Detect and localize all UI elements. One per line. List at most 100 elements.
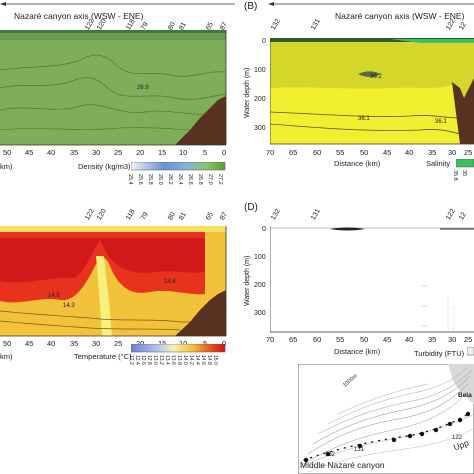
colorbar-tick-label: 27.0 <box>207 174 213 185</box>
x-tick-label: 60 <box>313 148 322 157</box>
x-tick-label: 70 <box>266 148 275 157</box>
x-tick-label: 40 <box>47 148 56 157</box>
canyon-map <box>298 364 474 474</box>
panel-c-x-unit: km) <box>0 352 13 361</box>
panel-d-colorbar-title: Turbidity (FTU) <box>414 349 465 358</box>
panel-d-section-plot <box>270 226 474 333</box>
station-label: 120 <box>96 207 108 222</box>
x-tick-label: 10 <box>179 148 188 157</box>
colorbar-tick-label: 26.0 <box>157 174 163 185</box>
x-tick-label: 60 <box>313 335 322 344</box>
station-label: 122 <box>84 207 96 222</box>
panel-c-contour-label: 14.8 <box>48 293 60 299</box>
y-tick-label: 0 <box>262 38 266 45</box>
panel-a-colorbar-title: Density (kg/m3) <box>78 162 131 171</box>
station-label: 132 <box>270 207 282 222</box>
x-tick-label: 55 <box>336 335 345 344</box>
station-label: 132 <box>270 17 282 32</box>
panel-a-contour-label: 26.9 <box>137 85 149 91</box>
x-tick-label: 35 <box>428 335 437 344</box>
colorbar-tick-label: 35 <box>461 170 467 177</box>
panel-a-x-unit: km) <box>0 162 13 171</box>
x-tick-label: 45 <box>383 148 392 157</box>
x-tick-label: 45 <box>25 148 34 157</box>
x-tick-label: 65 <box>289 148 298 157</box>
x-tick-label: 50 <box>3 148 12 157</box>
x-tick-label: 50 <box>360 335 369 344</box>
colorbar-tick-label: 26.6 <box>187 174 193 185</box>
x-tick-label: 15 <box>158 339 167 348</box>
x-tick-label: 35 <box>70 148 79 157</box>
station-label: 65 <box>205 211 215 222</box>
x-tick-label: 40 <box>405 148 414 157</box>
panel-c-contour-label: 14.3 <box>63 303 75 309</box>
x-tick-label: 30 <box>92 148 101 157</box>
panel-a-section-plot <box>0 30 227 146</box>
x-tick-label: 15 <box>158 148 167 157</box>
colorbar-tick-label: 25.4 <box>127 174 133 185</box>
station-label: 80 <box>167 211 177 222</box>
x-tick-label: 55 <box>336 148 345 157</box>
panel-a-axis-title: Nazaré canyon axis (WSW - ENE) <box>14 11 144 21</box>
map-station-label: 132 <box>325 452 336 458</box>
x-tick-label: 25 <box>464 335 473 344</box>
y-tick-label: 200 <box>254 96 266 103</box>
y-tick-label: 300 <box>254 310 266 317</box>
panel-b-contour-label: 36.2 <box>370 74 382 80</box>
colorbar-tick-label: 25.6 <box>137 174 143 185</box>
colorbar-tick-label: 26.2 <box>167 174 173 185</box>
x-tick-label: 25 <box>114 148 123 157</box>
x-tick-label: 5 <box>203 148 208 157</box>
x-tick-label: 20 <box>136 339 145 348</box>
panel-b-colorbar-title: Salinity <box>426 159 451 168</box>
y-tick-label: 300 <box>254 125 266 132</box>
panel-b-contour-label: 36.1 <box>435 119 447 125</box>
x-tick-label: 40 <box>405 335 414 344</box>
panel-d-x-label: Distance (km) <box>334 347 381 356</box>
panel-b-letter: (B) <box>244 1 258 12</box>
station-label: 12 <box>458 211 468 222</box>
panel-c-colorbar <box>131 344 226 353</box>
panel-b-contour-label: 36.1 <box>358 116 370 122</box>
x-tick-label: 0 <box>222 339 227 348</box>
map-place-label-top: Bela <box>458 392 472 399</box>
x-tick-label: 35 <box>428 148 437 157</box>
panel-d-colorbar <box>467 347 474 356</box>
panel-b-x-label: Distance (km) <box>334 159 381 168</box>
x-tick-label: 25 <box>114 339 123 348</box>
x-tick-label: 50 <box>360 148 369 157</box>
station-label: 131 <box>310 207 322 222</box>
station-label: 81 <box>178 211 188 222</box>
y-tick-label: 0 <box>262 226 266 233</box>
colorbar-tick-label: 15.0 <box>212 355 218 365</box>
panel-b-y-label: Water depth (m) <box>244 67 251 118</box>
map-station-label: 122 <box>452 435 463 441</box>
station-label: 12 <box>458 21 468 32</box>
x-tick-label: 70 <box>266 335 275 344</box>
panel-b-section-plot <box>270 38 474 145</box>
colorbar-tick-label: 27.2 <box>217 174 223 185</box>
y-tick-label: 100 <box>254 254 266 261</box>
station-label: 87 <box>219 211 229 222</box>
x-tick-label: 30 <box>448 335 457 344</box>
x-tick-label: 40 <box>47 339 56 348</box>
x-tick-label: 25 <box>464 148 473 157</box>
station-label: 131 <box>310 17 322 32</box>
panel-a-arrow <box>0 2 235 6</box>
station-label: 118 <box>125 208 137 222</box>
x-tick-label: 45 <box>25 339 34 348</box>
panel-a-colorbar <box>131 162 226 171</box>
map-place-label: Middle Nazaré canyon <box>300 460 385 470</box>
panel-c-colorbar-title: Temperature (°C) <box>74 352 132 361</box>
x-tick-label: 5 <box>203 339 208 348</box>
panel-d-y-label: Water depth (m) <box>244 255 251 306</box>
panel-c-contour-label: 14.8 <box>164 279 176 285</box>
y-tick-label: 200 <box>254 282 266 289</box>
station-label: 79 <box>140 211 150 222</box>
x-tick-label: 10 <box>179 339 188 348</box>
colorbar-tick-label: 35.8 <box>452 170 458 181</box>
x-tick-label: 30 <box>448 148 457 157</box>
panel-b-colorbar <box>456 159 474 168</box>
panel-b-arrow <box>268 2 474 6</box>
map-station-label: 131 <box>354 447 365 453</box>
